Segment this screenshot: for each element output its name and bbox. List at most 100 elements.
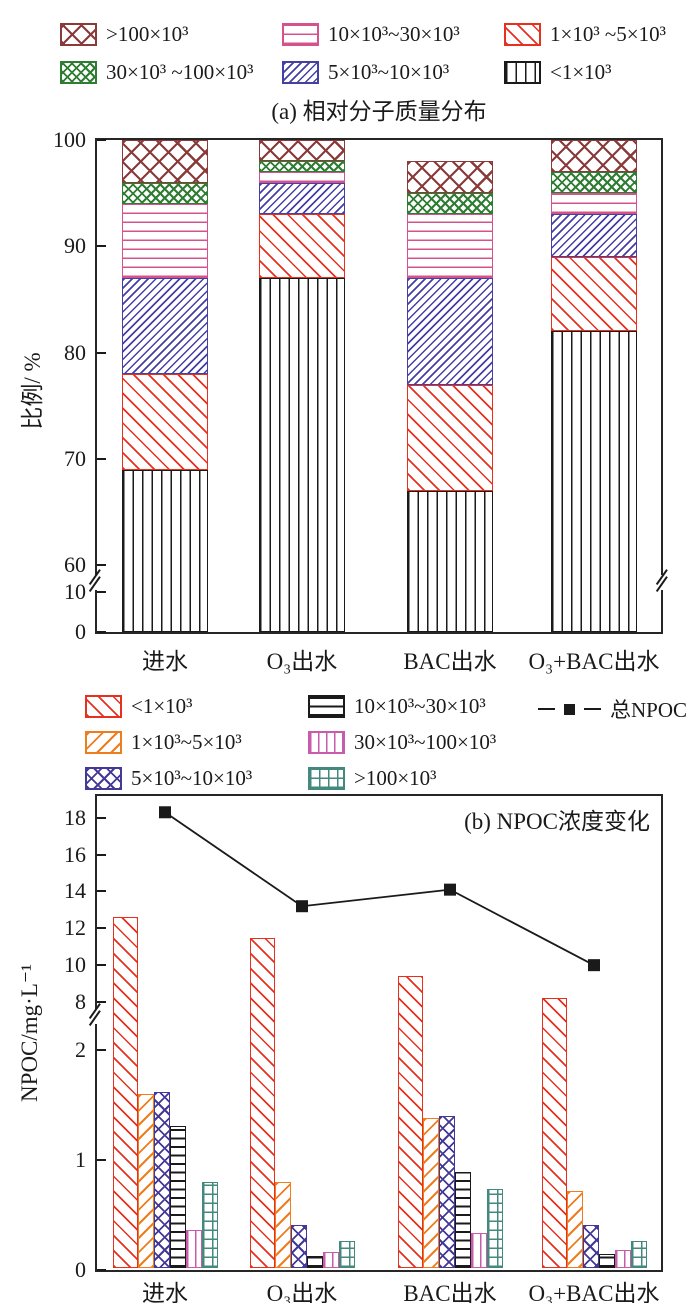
grouped-bar [630, 1241, 647, 1268]
legend-a-item: 1×10³ ~5×10³ [504, 22, 666, 47]
x-category-label-a: 进水 [142, 649, 188, 674]
y-tick-a [97, 351, 106, 354]
blue-backslash-swatch-icon [282, 61, 319, 84]
legend-a-item: >100×10³ [60, 22, 188, 47]
legend-a-item: 10×10³~30×10³ [282, 22, 460, 47]
grouped-bar [249, 937, 275, 1268]
stacked-bar-segment [122, 140, 208, 183]
stacked-bar-segment [551, 140, 637, 172]
black-hlines-swatch-icon [308, 695, 345, 718]
x-category-label-b: O₃+BAC出水 [528, 1281, 660, 1303]
y-tick-label-b: 18 [64, 804, 86, 830]
magenta-vlines-swatch-icon [308, 731, 345, 754]
grouped-bar [422, 1118, 439, 1268]
legend-a-label: <1×10³ [550, 60, 612, 84]
y-axis-label-b: NPOC/mg·L⁻¹ [17, 964, 42, 1102]
legend-b-label: <1×10³ [131, 694, 193, 718]
line-marker-square-icon [564, 703, 575, 715]
legend-a-label: 30×10³ ~100×10³ [106, 60, 254, 84]
stacked-bar-segment [551, 214, 637, 257]
black-vlines-swatch-icon [504, 61, 541, 84]
stacked-bar-segment [122, 373, 208, 470]
legend-a-label: 1×10³ ~5×10³ [550, 22, 666, 46]
x-category-label-b: 进水 [142, 1281, 188, 1303]
magenta-hlines-swatch-icon [282, 23, 319, 46]
legend-b-item: 5×10³~10×10³ [85, 766, 252, 791]
grouped-bar [397, 976, 423, 1268]
stacked-bar-segment [259, 214, 345, 279]
y-tick-a [97, 631, 106, 633]
y-tick-label-b: 10 [64, 952, 86, 978]
legend-b-item: 30×10³~100×10³ [308, 730, 496, 755]
panel-b-title: (b) NPOC浓度变化 [464, 809, 650, 834]
panel-a-title: (a) 相对分子质量分布 [271, 99, 487, 124]
y-tick-b [97, 890, 106, 893]
teal-grid-swatch-icon [308, 767, 345, 790]
legend-a-item: <1×10³ [504, 60, 611, 85]
y-tick-label-b: 8 [75, 989, 86, 1014]
y-tick-a [97, 245, 106, 248]
grouped-bar [598, 1253, 615, 1268]
stacked-bar-segment [122, 182, 208, 204]
darkred-crosshatch-swatch-icon [60, 23, 97, 46]
y-tick-a [97, 458, 106, 461]
y-tick-label-b: 2 [75, 1037, 86, 1062]
legend-a-label: >100×10³ [106, 22, 189, 46]
legend-b-item: >100×10³ [308, 766, 436, 791]
y-tick-a [97, 139, 106, 141]
y-tick-label-b: 12 [64, 915, 86, 941]
legend-b-item: 10×10³~30×10³ [308, 694, 486, 719]
y-tick-b [97, 964, 106, 967]
legend-b-label: 10×10³~30×10³ [354, 694, 486, 718]
stacked-bar-segment [407, 490, 493, 632]
grouped-bar [614, 1250, 631, 1268]
legend-a-item: 5×10³~10×10³ [282, 60, 449, 85]
y-axis-label-a: 比例/ % [20, 352, 45, 430]
x-category-label-a: BAC出水 [403, 649, 497, 674]
stacked-bar-segment [259, 140, 345, 162]
legend-b-label: >100×10³ [354, 766, 437, 790]
red-slash-swatch-icon [85, 695, 122, 718]
grouped-bar [454, 1172, 471, 1268]
grouped-bar [185, 1230, 202, 1268]
stacked-bar-segment [122, 203, 208, 279]
stacked-bar-segment [122, 278, 208, 374]
stacked-bar-segment [259, 182, 345, 215]
y-tick-b [97, 853, 106, 856]
y-tick-label-a: 60 [64, 552, 86, 578]
green-crosshatch-swatch-icon [60, 61, 97, 84]
grouped-bar [306, 1255, 323, 1268]
y-tick-b [97, 1269, 106, 1271]
stacked-bar-segment [259, 171, 345, 183]
y-tick-label-b: 0 [75, 1257, 86, 1282]
grouped-bar [541, 998, 567, 1268]
x-category-label-a: O₃出水 [266, 649, 338, 674]
grouped-bar [438, 1116, 455, 1268]
y-tick-b [97, 1001, 106, 1003]
stacked-bar-segment [551, 256, 637, 332]
y-tick-b [97, 927, 106, 930]
stacked-bar-segment [551, 331, 637, 632]
stacked-bar-segment [551, 193, 637, 215]
grouped-bar [290, 1224, 307, 1268]
line-marker-dash-icon [584, 707, 601, 711]
legend-b-label: 5×10³~10×10³ [131, 766, 253, 790]
stacked-bar-segment [407, 193, 493, 215]
grouped-bar [274, 1182, 291, 1268]
legend-a-label: 10×10³~30×10³ [328, 22, 460, 46]
y-tick-a [97, 591, 106, 593]
y-tick-label-a: 90 [64, 233, 86, 259]
stacked-bar-segment [259, 161, 345, 172]
legend-b-item: 1×10³~5×10³ [85, 730, 242, 755]
grouped-bar [566, 1190, 583, 1268]
grouped-bar [137, 1094, 154, 1268]
stacked-bar-segment [259, 278, 345, 632]
grouped-bar [470, 1232, 487, 1268]
stacked-bar-segment [407, 161, 493, 194]
orange-backslash-swatch-icon [85, 731, 122, 754]
grouped-bar [169, 1125, 186, 1268]
y-tick-b [97, 1049, 106, 1051]
red-slash-swatch-icon [504, 23, 541, 46]
legend-b-item: 总NPOC [538, 694, 687, 724]
grouped-bar [153, 1091, 170, 1268]
